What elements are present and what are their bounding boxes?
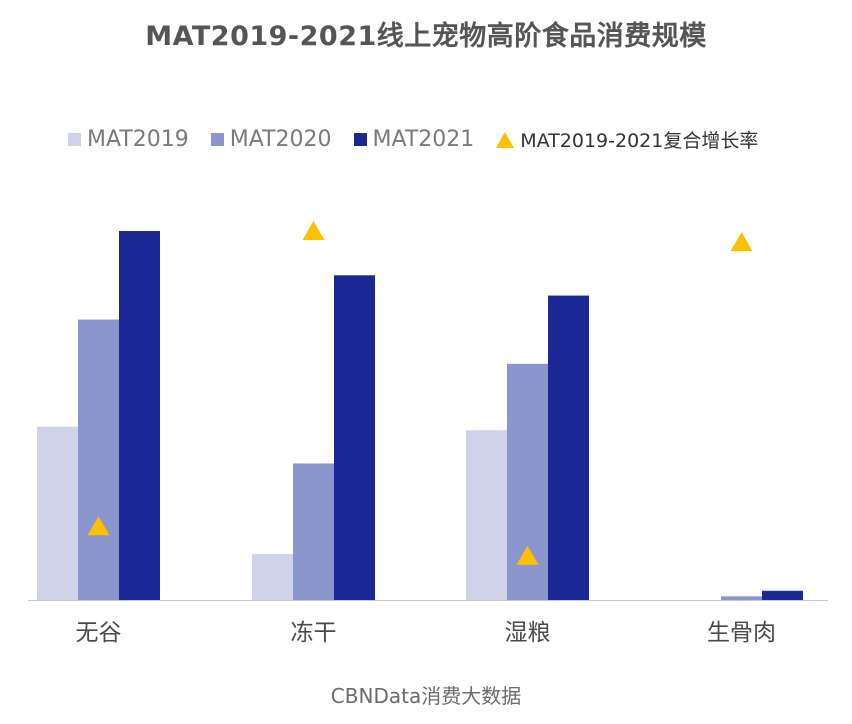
legend-label-mat2021: MAT2021 [372, 127, 475, 152]
bar-mat2021-1 [334, 275, 375, 600]
x-tick-label-0: 无谷 [76, 620, 122, 646]
legend-item-mat2021: MAT2021 [353, 127, 475, 152]
x-tick-label-3: 生骨肉 [707, 620, 776, 646]
growth-marker-2 [516, 545, 539, 565]
bar-mat2020-0 [78, 319, 119, 600]
bar-mat2020-3 [721, 596, 762, 600]
legend-item-growth: MAT2019-2021复合增长率 [496, 126, 758, 153]
bar-mat2020-1 [293, 463, 334, 600]
x-tick-label-1: 冻干 [291, 620, 337, 646]
legend-swatch-mat2021 [353, 133, 367, 146]
growth-marker-1 [302, 221, 325, 240]
growth-marker-3 [730, 232, 753, 252]
plot-area: 无谷 冻干 湿粮 生骨肉 [28, 221, 828, 646]
legend-label-growth: MAT2019-2021复合增长率 [520, 130, 759, 152]
legend-label-mat2020: MAT2020 [229, 127, 332, 152]
legend: MAT2019 MAT2020 MAT2021 MAT2019-2021复合增长… [68, 126, 758, 153]
legend-item-mat2020: MAT2020 [210, 127, 332, 152]
legend-swatch-mat2020 [210, 133, 224, 146]
legend-swatch-mat2019 [68, 133, 81, 146]
legend-label-mat2019: MAT2019 [87, 127, 189, 152]
bar-mat2021-0 [119, 231, 160, 600]
bar-mat2019-0 [37, 426, 78, 600]
legend-item-mat2019: MAT2019 [68, 127, 189, 152]
legend-triangle-icon [496, 131, 515, 148]
bar-mat2021-2 [548, 295, 589, 600]
x-tick-label-2: 湿粮 [505, 620, 551, 646]
bar-mat2019-1 [252, 553, 293, 600]
bar-mat2019-2 [466, 430, 507, 600]
bar-mat2021-3 [762, 590, 803, 600]
chart-title: MAT2019-2021线上宠物高阶食品消费规模 [145, 21, 707, 52]
source-note: CBNData消费大数据 [330, 684, 522, 708]
growth-marker-0 [87, 516, 110, 536]
